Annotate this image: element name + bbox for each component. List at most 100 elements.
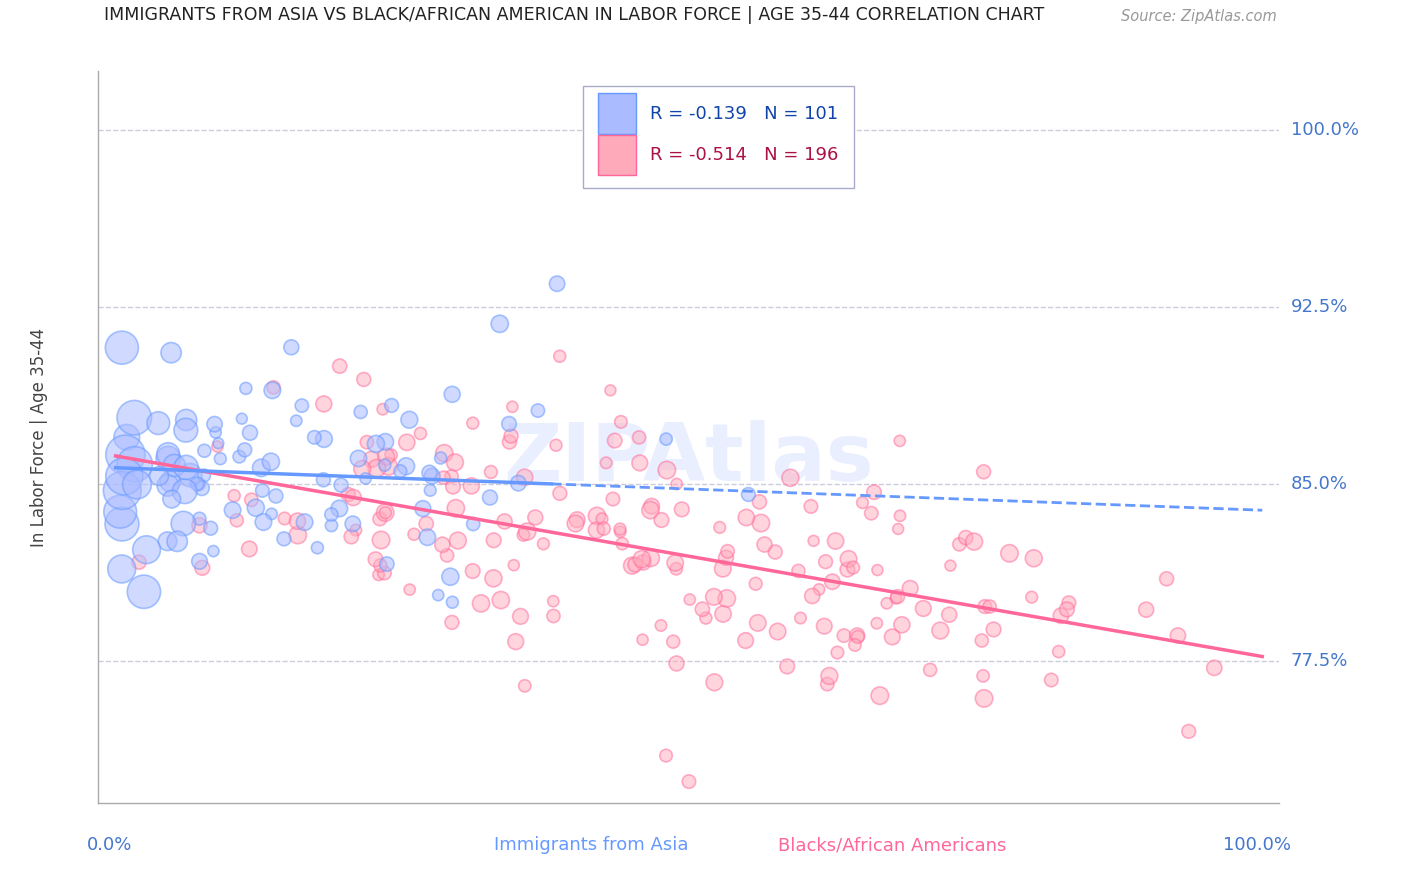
Point <box>373 566 395 580</box>
Point <box>543 594 565 608</box>
Point <box>671 502 693 516</box>
Point <box>160 345 183 359</box>
Point <box>972 669 994 683</box>
Point <box>655 432 678 446</box>
Text: 92.5%: 92.5% <box>1291 298 1348 317</box>
Point <box>808 582 831 597</box>
Point <box>375 450 398 464</box>
Point <box>1156 572 1178 586</box>
Point <box>595 456 617 470</box>
Point <box>328 501 350 516</box>
Point <box>416 530 439 544</box>
Point <box>252 483 274 498</box>
Point <box>402 527 425 541</box>
Point <box>260 507 283 521</box>
Point <box>112 469 135 483</box>
Point <box>427 588 450 602</box>
Point <box>501 400 523 414</box>
Point <box>591 512 613 526</box>
Point <box>228 450 250 464</box>
Point <box>366 461 388 475</box>
Point <box>800 500 823 514</box>
Point <box>461 416 484 430</box>
Point <box>252 515 274 529</box>
Point <box>337 487 360 501</box>
Point <box>744 576 766 591</box>
Point <box>832 629 855 643</box>
Point <box>509 609 531 624</box>
Point <box>948 537 970 551</box>
Point <box>415 516 437 531</box>
Point <box>352 462 374 476</box>
Point <box>381 399 404 413</box>
Point <box>703 590 725 604</box>
Point <box>494 515 516 529</box>
Point <box>869 689 891 703</box>
Point <box>513 470 536 484</box>
Point <box>527 403 550 417</box>
Point <box>479 465 502 479</box>
Point <box>174 460 197 475</box>
Point <box>827 646 849 660</box>
FancyBboxPatch shape <box>598 94 636 134</box>
Point <box>356 435 378 450</box>
Point <box>240 492 263 507</box>
Point <box>766 624 789 639</box>
Point <box>111 516 134 531</box>
Point <box>375 557 398 571</box>
Point <box>148 469 170 483</box>
Point <box>650 618 672 632</box>
Point <box>111 341 134 355</box>
Point <box>342 491 364 505</box>
Point <box>650 513 672 527</box>
Point <box>188 511 211 525</box>
Point <box>505 634 527 648</box>
Point <box>115 430 138 444</box>
Point <box>124 457 146 471</box>
Point <box>128 555 150 569</box>
Point <box>499 429 522 443</box>
Point <box>156 534 179 549</box>
FancyBboxPatch shape <box>453 835 486 855</box>
Point <box>609 524 631 539</box>
Point <box>628 430 651 444</box>
Point <box>749 516 772 530</box>
Point <box>890 617 912 632</box>
Point <box>1177 724 1199 739</box>
Point <box>939 558 962 573</box>
Point <box>955 531 977 545</box>
Point <box>111 483 134 498</box>
Point <box>187 477 209 491</box>
Point <box>389 464 412 478</box>
Point <box>628 456 651 470</box>
Point <box>1056 602 1078 616</box>
Point <box>842 560 865 574</box>
Point <box>863 485 886 500</box>
Point <box>1021 590 1043 604</box>
Point <box>709 520 731 534</box>
Point <box>380 448 402 462</box>
Point <box>344 523 367 537</box>
Point <box>592 522 614 536</box>
Point <box>546 277 568 291</box>
Point <box>763 545 786 559</box>
Point <box>148 416 170 430</box>
Point <box>204 417 226 432</box>
Point <box>202 544 225 558</box>
Text: 77.5%: 77.5% <box>1291 652 1348 670</box>
Point <box>735 510 758 524</box>
Point <box>1167 628 1189 642</box>
Point <box>860 506 883 520</box>
Point <box>846 630 869 644</box>
Point <box>354 471 377 485</box>
Point <box>395 435 418 450</box>
Point <box>564 516 586 531</box>
Point <box>548 349 571 363</box>
Point <box>262 383 284 397</box>
Point <box>655 463 678 477</box>
Point <box>938 607 960 622</box>
Point <box>444 455 467 469</box>
Point <box>156 478 179 492</box>
Point <box>1040 673 1063 687</box>
Point <box>239 425 262 440</box>
